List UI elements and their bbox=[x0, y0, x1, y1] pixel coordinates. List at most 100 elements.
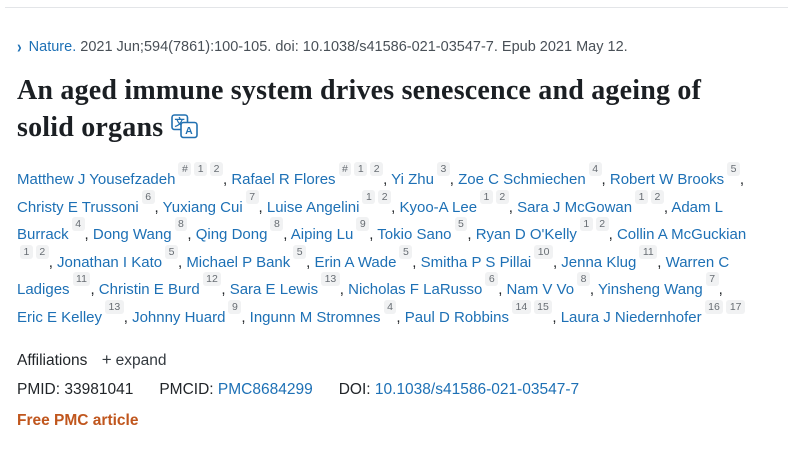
affiliation-badge[interactable]: 6 bbox=[485, 272, 499, 286]
author-link[interactable]: Jonathan I Kato bbox=[57, 253, 163, 271]
affiliation-badge[interactable]: 12 bbox=[202, 272, 222, 286]
author-link[interactable]: Luise Angelini bbox=[266, 198, 360, 216]
author-link[interactable]: Erin A Wade bbox=[314, 253, 397, 271]
author-link[interactable]: Laura J Niedernhofer bbox=[560, 308, 702, 326]
author-link[interactable]: Sara E Lewis bbox=[229, 281, 319, 298]
authors-list: Matthew J Yousefzadeh# 1 2, Rafael R Flore… bbox=[17, 162, 747, 331]
affiliation-badge[interactable]: 1 bbox=[635, 189, 648, 204]
doi-label: DOI: bbox=[338, 381, 371, 398]
affiliation-badge[interactable]: 13 bbox=[105, 299, 124, 314]
affiliation-badge[interactable]: 2 bbox=[35, 244, 49, 259]
affiliation-badge[interactable]: 5 bbox=[399, 244, 413, 259]
affiliation-badge[interactable]: 11 bbox=[639, 244, 658, 259]
page-title: An aged immune system drives senescence … bbox=[17, 72, 709, 149]
author-link[interactable]: Robert W Brooks bbox=[609, 171, 725, 188]
affiliation-badge[interactable]: 7 bbox=[705, 272, 719, 286]
affiliation-badge[interactable]: 6 bbox=[141, 189, 155, 204]
affiliation-badge[interactable]: 2 bbox=[650, 189, 664, 204]
affiliation-badge[interactable]: 1 bbox=[20, 244, 33, 259]
author-link[interactable]: Christy E Trussoni bbox=[17, 198, 139, 216]
affiliation-badge[interactable]: 1 bbox=[579, 217, 593, 231]
author: Sara E Lewis13, bbox=[229, 272, 348, 298]
author-link[interactable]: Kyoo-A Lee bbox=[399, 198, 478, 216]
affiliation-badge[interactable]: 2 bbox=[378, 189, 392, 204]
affiliation-badge[interactable]: 3 bbox=[436, 162, 450, 176]
author-separator: , bbox=[154, 198, 163, 216]
journal-link[interactable]: Nature. bbox=[28, 39, 77, 55]
author-link[interactable]: Collin A McGuckian bbox=[616, 226, 747, 243]
author: Paul D Robbins14 15, bbox=[404, 299, 561, 326]
author-link[interactable]: Yuxiang Cui bbox=[162, 198, 243, 216]
author-link[interactable]: Zoe C Schmiechen bbox=[458, 171, 586, 188]
affiliation-badge[interactable]: 9 bbox=[356, 217, 370, 231]
author-link[interactable]: Matthew J Yousefzadeh bbox=[17, 171, 176, 188]
pmcid-link[interactable]: PMC8684299 bbox=[217, 381, 313, 398]
author-link[interactable]: Nicholas F LaRusso bbox=[348, 281, 483, 298]
affiliation-badge[interactable]: 5 bbox=[293, 244, 307, 259]
author-link[interactable]: Yinsheng Wang bbox=[597, 281, 703, 298]
affiliation-badge[interactable]: 15 bbox=[533, 299, 553, 314]
affiliation-badge[interactable]: 5 bbox=[165, 244, 178, 259]
author-link[interactable]: Michael P Bank bbox=[186, 253, 291, 271]
author-link[interactable]: Jenna Klug bbox=[561, 253, 637, 271]
affiliation-badge[interactable]: 5 bbox=[454, 217, 468, 231]
affiliation-badge[interactable]: 5 bbox=[727, 162, 740, 176]
affiliation-badge[interactable]: 2 bbox=[210, 162, 223, 176]
affiliations-label: Affiliations bbox=[17, 352, 88, 369]
affiliation-badge[interactable]: # bbox=[338, 162, 352, 176]
author-link[interactable]: Yi Zhu bbox=[391, 171, 434, 188]
author-separator: , bbox=[608, 226, 617, 243]
affiliation-badge[interactable]: # bbox=[178, 162, 192, 176]
author-link[interactable]: Tokio Sano bbox=[377, 226, 452, 243]
author-link[interactable]: Eric E Kelley bbox=[17, 308, 103, 326]
affiliation-badge[interactable]: 11 bbox=[72, 272, 91, 286]
author-link[interactable]: Smitha P S Pillai bbox=[420, 253, 532, 271]
affiliation-badge[interactable]: 17 bbox=[726, 299, 745, 314]
author-separator: , bbox=[552, 253, 562, 271]
affiliation-badge[interactable]: 8 bbox=[577, 272, 590, 286]
author-separator: , bbox=[383, 171, 392, 188]
affiliation-badge[interactable]: 10 bbox=[534, 244, 553, 259]
doi-link[interactable]: 10.1038/s41586-021-03547-7 bbox=[374, 381, 580, 398]
affiliation-badge[interactable]: 2 bbox=[495, 189, 509, 204]
doi-group: DOI: 10.1038/s41586-021-03547-7 bbox=[339, 381, 579, 398]
affiliation-badge[interactable]: 1 bbox=[194, 162, 208, 176]
affiliation-badge[interactable]: 4 bbox=[588, 162, 602, 176]
author-link[interactable]: Dong Wang bbox=[92, 226, 172, 243]
author-link[interactable]: Warren C Ladiges bbox=[17, 253, 730, 299]
affiliation-badge[interactable]: 2 bbox=[370, 162, 384, 176]
author: Luise Angelini1 2, bbox=[266, 189, 400, 216]
affiliation-badge[interactable]: 1 bbox=[362, 189, 376, 204]
author-separator: , bbox=[221, 281, 230, 298]
affiliation-badge[interactable]: 14 bbox=[511, 299, 531, 314]
author-separator: , bbox=[552, 308, 561, 326]
author-link[interactable]: Johnny Huard bbox=[132, 308, 226, 326]
author-separator: , bbox=[369, 226, 378, 243]
expand-affiliations-button[interactable]: + expand bbox=[102, 350, 167, 370]
author: Robert W Brooks5, bbox=[609, 162, 744, 188]
author-link[interactable]: Nam V Vo bbox=[506, 281, 575, 298]
affiliation-badge[interactable]: 4 bbox=[383, 299, 397, 314]
affiliation-badge[interactable]: 4 bbox=[71, 217, 85, 231]
author-link[interactable]: Ingunn M Stromnes bbox=[249, 308, 381, 326]
affiliation-badge[interactable]: 7 bbox=[245, 189, 259, 204]
author: Warren C Ladiges11, bbox=[17, 254, 729, 299]
affiliation-badge[interactable]: 2 bbox=[595, 217, 609, 231]
author-separator: , bbox=[412, 253, 421, 271]
affiliation-badge[interactable]: 16 bbox=[704, 299, 724, 314]
affiliation-badge[interactable]: 8 bbox=[174, 217, 188, 231]
affiliation-badge[interactable]: 9 bbox=[228, 299, 242, 314]
author-link[interactable]: Paul D Robbins bbox=[404, 308, 509, 326]
author-link[interactable]: Aiping Lu bbox=[290, 226, 354, 243]
affiliation-badge[interactable]: 1 bbox=[354, 162, 368, 176]
affiliation-badge[interactable]: 8 bbox=[270, 217, 284, 231]
author-link[interactable]: Adam L Burrack bbox=[17, 198, 723, 244]
author-link[interactable]: Rafael R Flores bbox=[231, 171, 336, 188]
author-link[interactable]: Ryan D O'Kelly bbox=[475, 226, 577, 243]
chevron-right-icon[interactable]: › bbox=[17, 36, 22, 56]
affiliation-badge[interactable]: 13 bbox=[321, 272, 340, 286]
author-link[interactable]: Qing Dong bbox=[195, 226, 268, 243]
author-link[interactable]: Christin E Burd bbox=[98, 281, 200, 298]
author-link[interactable]: Sara J McGowan bbox=[517, 198, 633, 216]
affiliation-badge[interactable]: 1 bbox=[480, 189, 493, 204]
